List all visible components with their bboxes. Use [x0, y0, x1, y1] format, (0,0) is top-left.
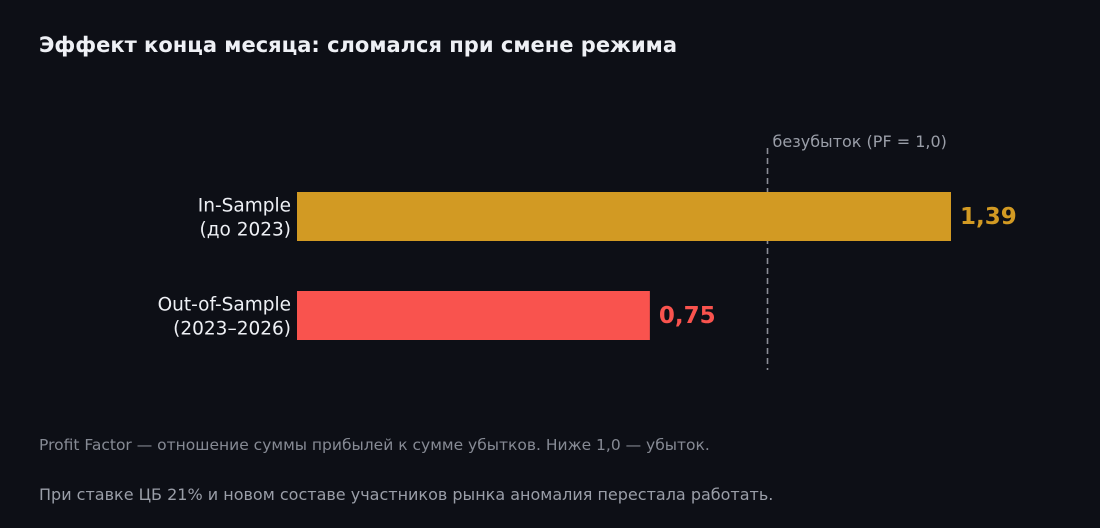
- category-label-1-line-0: Out-of-Sample: [158, 295, 291, 316]
- bar-out-of-sample: [297, 291, 650, 340]
- footnote: Profit Factor — отношение суммы прибылей…: [39, 436, 710, 454]
- chart-title: Эффект конца месяца: сломался при смене …: [39, 33, 678, 57]
- category-label-0-line-0: In-Sample: [198, 196, 291, 217]
- subnote: При ставке ЦБ 21% и новом составе участн…: [39, 485, 774, 504]
- breakeven-reference-label: безубыток (PF = 1,0): [773, 132, 947, 151]
- value-label-0: 1,39: [960, 204, 1017, 230]
- value-label-1: 0,75: [659, 303, 716, 329]
- bar-in-sample: [297, 192, 951, 241]
- category-label-0-line-1: (до 2023): [199, 220, 291, 241]
- category-label-1-line-1: (2023–2026): [173, 319, 291, 340]
